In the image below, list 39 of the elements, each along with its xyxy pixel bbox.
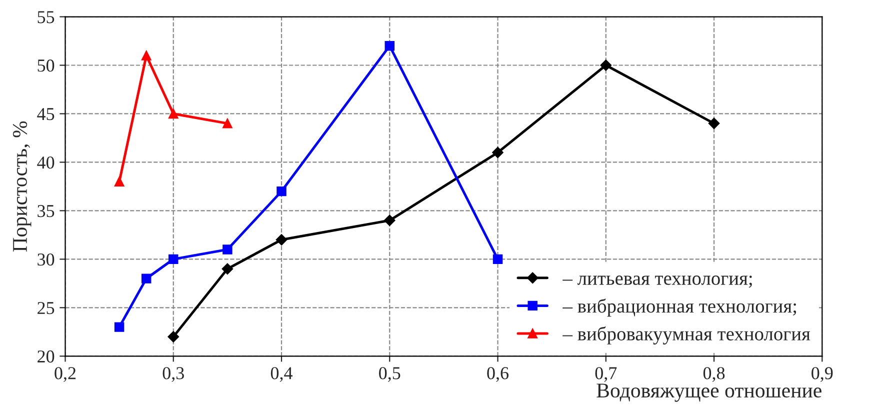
point — [222, 244, 232, 254]
y-tick-label: 45 — [37, 108, 54, 120]
point — [276, 186, 286, 196]
point — [141, 50, 152, 60]
point — [168, 108, 178, 119]
y-tick-label: 30 — [38, 253, 54, 266]
y-tick-label: 25 — [38, 302, 54, 314]
x-tick-label: 0,9 — [812, 367, 833, 382]
y-tick-label: 40 — [37, 156, 54, 169]
legend-label: – вибровакуумная технология — [562, 326, 810, 344]
y-tick-label: 55 — [38, 11, 54, 24]
point — [276, 234, 288, 246]
y-axis-title: Пористость, % — [12, 121, 32, 252]
point — [222, 118, 232, 128]
point — [168, 254, 178, 264]
point — [492, 146, 504, 158]
point — [168, 331, 179, 342]
x-tick-label: 0,2 — [54, 367, 76, 382]
point — [492, 254, 503, 264]
point — [222, 263, 234, 274]
x-tick-label: 0,8 — [703, 367, 725, 382]
point — [708, 118, 720, 130]
point — [141, 274, 152, 284]
point — [114, 322, 124, 332]
x-tick-label: 0,4 — [270, 367, 293, 382]
x-axis-title: Водовяжущее отношение — [596, 384, 822, 402]
point — [384, 214, 396, 226]
legend-label: – вибрационная технология; — [562, 298, 796, 317]
y-tick-label: 20 — [38, 350, 54, 363]
x-tick-label: 0,6 — [487, 367, 509, 382]
x-tick-label: 0,3 — [162, 367, 184, 382]
point — [114, 176, 124, 186]
y-tick-label: 50 — [38, 60, 54, 72]
x-tick-label: 0,5 — [379, 367, 400, 382]
point — [384, 40, 394, 51]
legend-label: – литьевая технология; — [562, 276, 752, 288]
y-tick-label: 35 — [38, 205, 54, 218]
point — [600, 60, 612, 71]
x-tick-label: 0,7 — [595, 367, 617, 382]
